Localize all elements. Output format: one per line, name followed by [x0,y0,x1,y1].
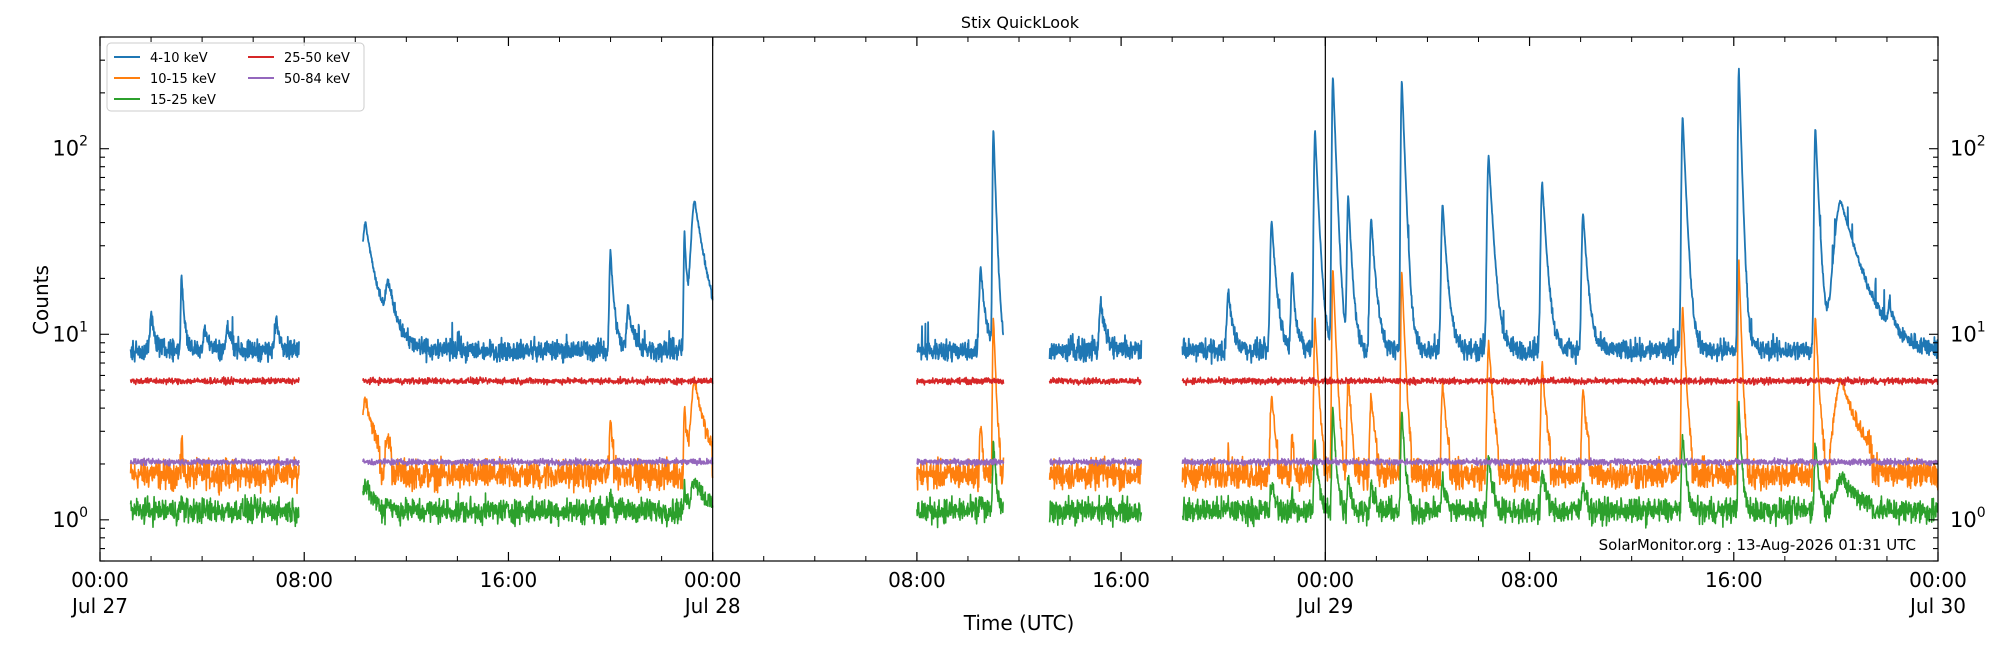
y-tick-label-right: 101 [1950,319,1986,346]
legend-label: 10-15 keV [150,72,216,87]
x-tick-label: 16:00 [480,568,538,592]
series-line-segment [129,376,300,386]
series-10-15-kev [129,259,1938,496]
x-tick-label: 00:00 [1297,568,1355,592]
series-line-segment [129,494,300,528]
series-line-segment [1048,494,1143,528]
series-line-segment [1181,259,1938,493]
series-line-segment [916,457,1005,467]
series-line-segment [129,457,300,467]
y-axis: 100 100 101 101 102 102 [52,36,1986,562]
y-tick-label: 102 [52,134,88,161]
series-line-segment [1181,400,1938,529]
legend-box [106,42,365,112]
chart-title: Stix QuickLook [961,13,1080,32]
plot-area [99,36,1939,562]
series-line-segment [362,456,714,467]
legend-label: 15-25 keV [150,93,216,108]
series-line-segment [362,376,714,494]
series-line-segment [916,130,1005,363]
series-15-25-kev [129,400,1938,529]
x-tick-label: 16:00 [1092,568,1150,592]
day-boundary-lines [712,37,1326,561]
y-tick-label-right: 102 [1950,134,1986,161]
x-axis-label: Time (UTC) [963,611,1075,635]
x-tick-date-label: Jul 27 [70,594,128,618]
x-tick-label: 00:00 [684,568,742,592]
x-tick-date-label: Jul 29 [1295,594,1353,618]
legend-label: 25-50 keV [284,51,350,66]
series-line-segment [1048,376,1142,386]
x-tick-label: 00:00 [1909,568,1967,592]
watermark-text: SolarMonitor.org : 13-Aug-2026 01:31 UTC [1599,536,1916,554]
x-tick-label: 16:00 [1705,568,1763,592]
y-axis-label: Counts [29,265,53,335]
series-line-segment [916,376,1005,386]
x-tick-date-label: Jul 30 [1908,594,1966,618]
series-line-segment [1181,457,1938,468]
series-layer [129,67,1938,529]
y-tick-label-right: 100 [1950,505,1986,532]
legend-label: 50-84 keV [284,72,350,87]
series-line-segment [1181,376,1938,387]
series-line-segment [1181,67,1938,365]
legend: 4-10 keV 10-15 keV 15-25 keV 25-50 keV 50-84… [106,42,365,112]
series-line-segment [362,375,714,386]
series-line-segment [1049,457,1143,467]
series-line-segment [1048,295,1143,363]
series-line-segment [129,435,300,496]
legend-label: 4-10 keV [150,51,208,66]
x-tick-label: 08:00 [1501,568,1559,592]
series-4-10-kev [129,67,1938,365]
series-line-segment [129,274,300,363]
series-50-84-kev [129,456,1938,468]
series-line-segment [916,440,1004,529]
series-line-segment [916,317,1005,493]
series-line-segment [362,200,714,364]
x-tick-label: 00:00 [71,568,129,592]
series-line-segment [1048,455,1143,493]
y-tick-label: 101 [52,319,88,346]
x-tick-date-label: Jul 28 [683,594,741,618]
x-tick-label: 08:00 [275,568,333,592]
series-25-50-kev [129,375,1938,387]
x-tick-label: 08:00 [888,568,946,592]
y-tick-label: 100 [52,505,88,532]
series-line-segment [362,477,714,528]
